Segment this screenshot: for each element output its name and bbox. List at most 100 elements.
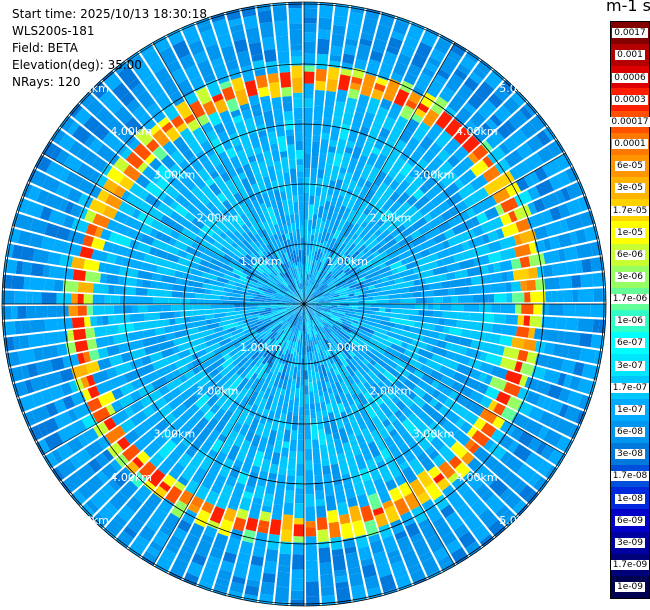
ray-gate bbox=[74, 448, 92, 466]
ray-gate bbox=[464, 399, 474, 410]
ray-gate bbox=[442, 296, 452, 303]
ray-gate bbox=[205, 43, 222, 62]
ray-gate bbox=[496, 345, 505, 356]
ray-gate bbox=[408, 165, 423, 180]
ray-gate bbox=[181, 544, 195, 556]
ray-gate bbox=[337, 305, 353, 309]
ray-gate bbox=[533, 198, 546, 213]
ray-gate bbox=[252, 496, 263, 505]
ray-gate bbox=[142, 165, 158, 181]
ray-gate bbox=[376, 460, 387, 469]
ray-gate bbox=[216, 474, 227, 484]
ray-gate bbox=[305, 280, 308, 293]
ray-gate bbox=[24, 379, 34, 394]
ray-gate bbox=[369, 314, 376, 319]
ray-gate bbox=[302, 298, 304, 304]
ray-gate bbox=[189, 522, 205, 539]
ray-gate bbox=[334, 484, 344, 492]
ray-gate bbox=[247, 155, 257, 163]
ray-gate bbox=[25, 411, 37, 426]
ray-gate bbox=[255, 355, 265, 368]
ray-gate bbox=[408, 457, 425, 476]
ray-gate bbox=[250, 555, 264, 567]
ray-gate bbox=[260, 581, 275, 596]
ray-gate bbox=[304, 325, 306, 335]
ray-gate bbox=[389, 317, 406, 325]
ray-gate bbox=[296, 339, 301, 353]
ray-gate bbox=[533, 304, 543, 315]
ray-gate bbox=[295, 265, 300, 275]
ray-gate bbox=[315, 356, 321, 366]
ray-gate bbox=[298, 415, 304, 422]
ray-gate bbox=[280, 284, 289, 291]
ray-gate bbox=[196, 448, 207, 459]
ray-gate bbox=[406, 22, 425, 42]
ray-gate bbox=[268, 361, 274, 369]
ray-gate bbox=[288, 232, 295, 245]
ray-gate bbox=[227, 363, 235, 371]
ray-gate bbox=[92, 283, 109, 294]
ray-gate bbox=[237, 552, 251, 564]
ray-gate bbox=[366, 217, 379, 230]
ray-gate bbox=[258, 304, 271, 307]
ray-gate bbox=[142, 48, 161, 66]
ray-gate bbox=[348, 351, 356, 358]
ray-gate bbox=[517, 401, 533, 417]
ray-gate bbox=[535, 380, 551, 396]
ray-gate bbox=[335, 231, 345, 244]
ray-gate bbox=[495, 504, 509, 518]
ray-gate bbox=[314, 195, 321, 209]
ray-gate bbox=[255, 422, 265, 437]
ray-gate bbox=[304, 137, 312, 148]
ray-gate bbox=[263, 110, 275, 127]
ray-gate bbox=[135, 174, 151, 189]
ray-gate bbox=[102, 241, 114, 253]
ray-gate bbox=[295, 494, 304, 504]
ray-gate bbox=[133, 424, 147, 437]
ray-gate bbox=[291, 56, 303, 66]
ray-gate bbox=[354, 398, 362, 406]
ray-gate bbox=[231, 353, 246, 367]
ray-gate bbox=[91, 237, 106, 251]
ray-gate bbox=[517, 387, 530, 401]
ray-gate bbox=[51, 467, 65, 482]
ray-gate bbox=[192, 175, 207, 190]
ray-gate bbox=[262, 283, 275, 291]
ray-gate bbox=[310, 418, 317, 425]
ray-gate bbox=[45, 160, 65, 180]
ray-gate bbox=[388, 36, 403, 50]
ray-gate bbox=[373, 295, 389, 300]
ray-gate bbox=[254, 68, 266, 77]
ray-gate bbox=[542, 159, 562, 178]
ray-gate bbox=[351, 146, 363, 160]
ray-gate bbox=[468, 358, 483, 370]
ray-gate bbox=[304, 355, 308, 371]
ray-gate bbox=[350, 357, 359, 367]
ray-gate bbox=[322, 350, 330, 363]
ray-gate bbox=[467, 92, 485, 110]
ray-gate bbox=[417, 269, 434, 279]
ray-gate bbox=[568, 375, 582, 391]
ray-gate bbox=[212, 217, 221, 226]
ray-gate bbox=[20, 246, 35, 261]
ray-gate bbox=[251, 199, 263, 216]
ray-gate bbox=[297, 243, 301, 250]
ray-gate bbox=[487, 93, 504, 109]
ray-gate bbox=[300, 237, 304, 244]
ray-gate bbox=[286, 307, 300, 317]
ray-gate bbox=[384, 364, 400, 378]
ray-gate bbox=[208, 449, 218, 459]
ray-gate bbox=[515, 218, 531, 233]
ray-gate bbox=[186, 327, 199, 336]
ray-gate bbox=[417, 389, 427, 399]
ray-gate bbox=[510, 426, 524, 441]
ray-gate bbox=[334, 332, 347, 345]
ray-gate bbox=[242, 331, 252, 339]
ray-gate bbox=[9, 366, 24, 383]
ray-gate bbox=[356, 212, 368, 226]
ray-gate bbox=[287, 469, 296, 476]
ray-gate bbox=[279, 301, 292, 304]
ray-gate bbox=[249, 325, 259, 332]
ray-gate bbox=[417, 102, 430, 114]
ray-gate bbox=[462, 320, 479, 331]
